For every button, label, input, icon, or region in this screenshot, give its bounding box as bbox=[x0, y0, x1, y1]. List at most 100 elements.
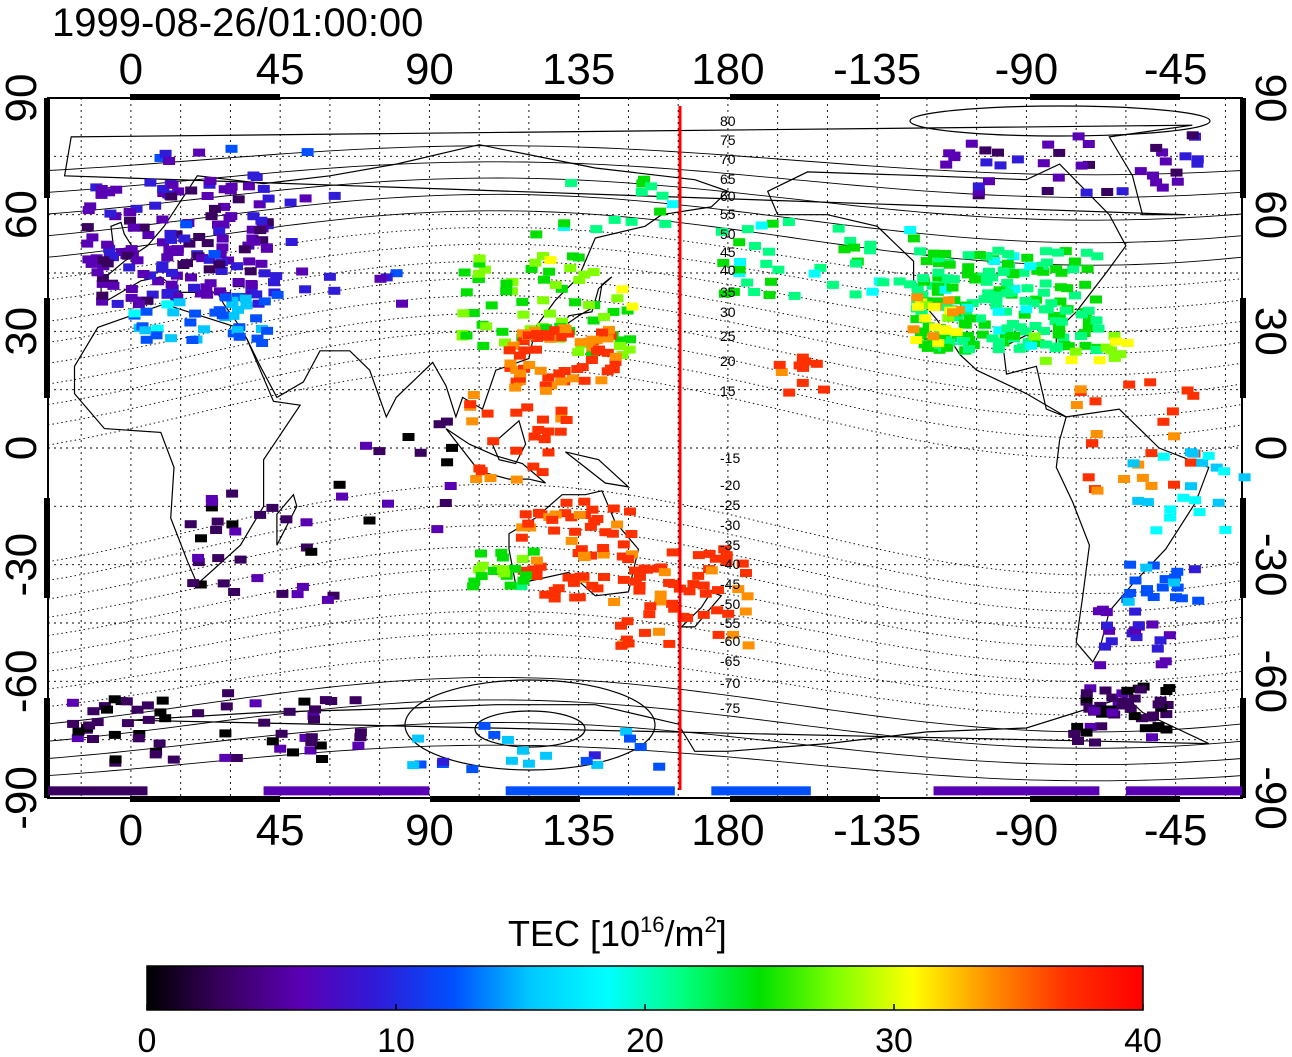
contour-label: -20 bbox=[720, 477, 740, 493]
tec-sample bbox=[150, 331, 163, 340]
tec-sample bbox=[741, 225, 754, 234]
tec-sample bbox=[666, 599, 678, 608]
tec-sample bbox=[1093, 356, 1106, 365]
tec-sample bbox=[948, 151, 961, 160]
tec-sample bbox=[1146, 620, 1159, 629]
tec-sample bbox=[485, 301, 498, 310]
tec-polar-band bbox=[1125, 786, 1242, 796]
tec-sample bbox=[251, 574, 264, 583]
tec-sample bbox=[910, 315, 923, 324]
tec-sample bbox=[739, 607, 752, 616]
tec-sample bbox=[566, 374, 579, 383]
tec-sample bbox=[938, 279, 951, 288]
tec-sample bbox=[336, 492, 348, 501]
contour-label: 55 bbox=[720, 206, 736, 222]
tec-sample bbox=[1020, 305, 1033, 314]
tec-sample bbox=[192, 558, 205, 567]
tec-sample bbox=[261, 326, 274, 335]
tec-sample bbox=[980, 277, 993, 286]
lat-tick-left: -30 bbox=[0, 533, 46, 597]
tec-sample bbox=[91, 718, 104, 727]
tec-sample bbox=[101, 240, 114, 249]
tec-sample bbox=[1039, 356, 1052, 365]
tec-sample bbox=[920, 257, 933, 266]
tec-sample bbox=[309, 705, 321, 714]
contour-label: -40 bbox=[720, 556, 740, 572]
tec-sample bbox=[232, 305, 244, 314]
contour-line bbox=[47, 145, 1243, 176]
tec-sample bbox=[962, 251, 975, 260]
tec-sample bbox=[515, 533, 528, 542]
tec-sample bbox=[516, 555, 529, 563]
tec-sample bbox=[360, 441, 372, 450]
tec-polar-band bbox=[263, 786, 430, 796]
tec-sample bbox=[1041, 187, 1054, 195]
colorbar-tick-label: 20 bbox=[626, 1022, 664, 1057]
tec-sample bbox=[983, 177, 995, 186]
tec-sample bbox=[505, 756, 518, 765]
tec-sample bbox=[466, 417, 479, 426]
tec-sample bbox=[274, 744, 287, 753]
tec-sample bbox=[201, 290, 214, 299]
tec-sample bbox=[253, 200, 266, 209]
tec-sample bbox=[741, 592, 754, 601]
tec-sample bbox=[141, 296, 154, 305]
tec-sample bbox=[585, 356, 598, 364]
tec-sample bbox=[108, 730, 121, 739]
tec-sample bbox=[931, 297, 944, 306]
tec-sample bbox=[291, 590, 304, 599]
tec-sample bbox=[354, 728, 367, 737]
tec-sample bbox=[942, 296, 955, 305]
tec-sample bbox=[999, 332, 1012, 341]
tec-sample bbox=[1191, 159, 1204, 168]
tec-sample bbox=[973, 251, 986, 259]
tec-sample bbox=[941, 343, 954, 352]
tec-sample bbox=[755, 221, 768, 230]
tec-polar-band bbox=[711, 786, 811, 796]
tec-sample bbox=[609, 358, 622, 366]
tec-sample bbox=[927, 249, 940, 258]
tec-sample bbox=[877, 278, 890, 287]
tec-sample bbox=[258, 718, 271, 727]
tec-sample bbox=[844, 237, 857, 245]
tec-sample bbox=[1027, 299, 1040, 308]
tec-sample bbox=[733, 238, 746, 247]
contour-label: 20 bbox=[720, 353, 736, 369]
tec-sample bbox=[488, 730, 501, 739]
tec-sample bbox=[1160, 710, 1173, 719]
tec-sample bbox=[137, 223, 150, 232]
tec-sample bbox=[569, 593, 582, 602]
tec-sample bbox=[1121, 339, 1134, 347]
tec-sample bbox=[960, 308, 973, 317]
tec-sample bbox=[617, 575, 630, 584]
tec-sample bbox=[734, 258, 747, 266]
tec-sample bbox=[527, 462, 540, 471]
tec-sample bbox=[580, 756, 593, 765]
coastline-eurasia bbox=[100, 144, 730, 419]
lon-tick-bottom: 180 bbox=[691, 806, 764, 855]
tec-sample bbox=[316, 755, 328, 763]
tec-sample bbox=[677, 612, 690, 621]
tec-sample bbox=[904, 280, 917, 289]
tec-sample bbox=[548, 594, 561, 603]
tec-sample bbox=[1123, 380, 1136, 389]
tec-sample bbox=[109, 755, 122, 764]
tec-sample bbox=[140, 307, 153, 316]
tec-sample bbox=[587, 335, 599, 344]
tec-sample bbox=[578, 497, 591, 506]
tec-sample bbox=[204, 279, 217, 288]
contour-line bbox=[47, 525, 1243, 613]
tec-sample bbox=[651, 564, 664, 573]
tec-sample bbox=[732, 585, 745, 594]
tec-sample bbox=[607, 504, 620, 513]
tec-sample bbox=[266, 737, 279, 746]
lat-tick-left: 90 bbox=[0, 74, 46, 123]
tec-sample bbox=[193, 233, 206, 241]
tec-sample bbox=[156, 696, 169, 705]
tec-sample bbox=[1168, 432, 1180, 441]
tec-sample bbox=[766, 219, 779, 228]
lon-tick-bottom: 0 bbox=[119, 806, 143, 855]
tec-sample bbox=[962, 263, 975, 272]
tec-sample bbox=[849, 290, 862, 299]
tec-sample bbox=[161, 253, 174, 262]
